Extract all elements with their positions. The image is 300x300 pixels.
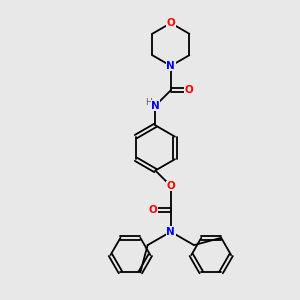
- Text: O: O: [184, 85, 193, 95]
- Text: N: N: [167, 227, 175, 237]
- Text: O: O: [167, 18, 175, 28]
- Text: H: H: [146, 98, 152, 106]
- Text: O: O: [148, 205, 157, 215]
- Text: N: N: [167, 61, 175, 71]
- Text: N: N: [151, 101, 160, 111]
- Text: O: O: [167, 181, 175, 191]
